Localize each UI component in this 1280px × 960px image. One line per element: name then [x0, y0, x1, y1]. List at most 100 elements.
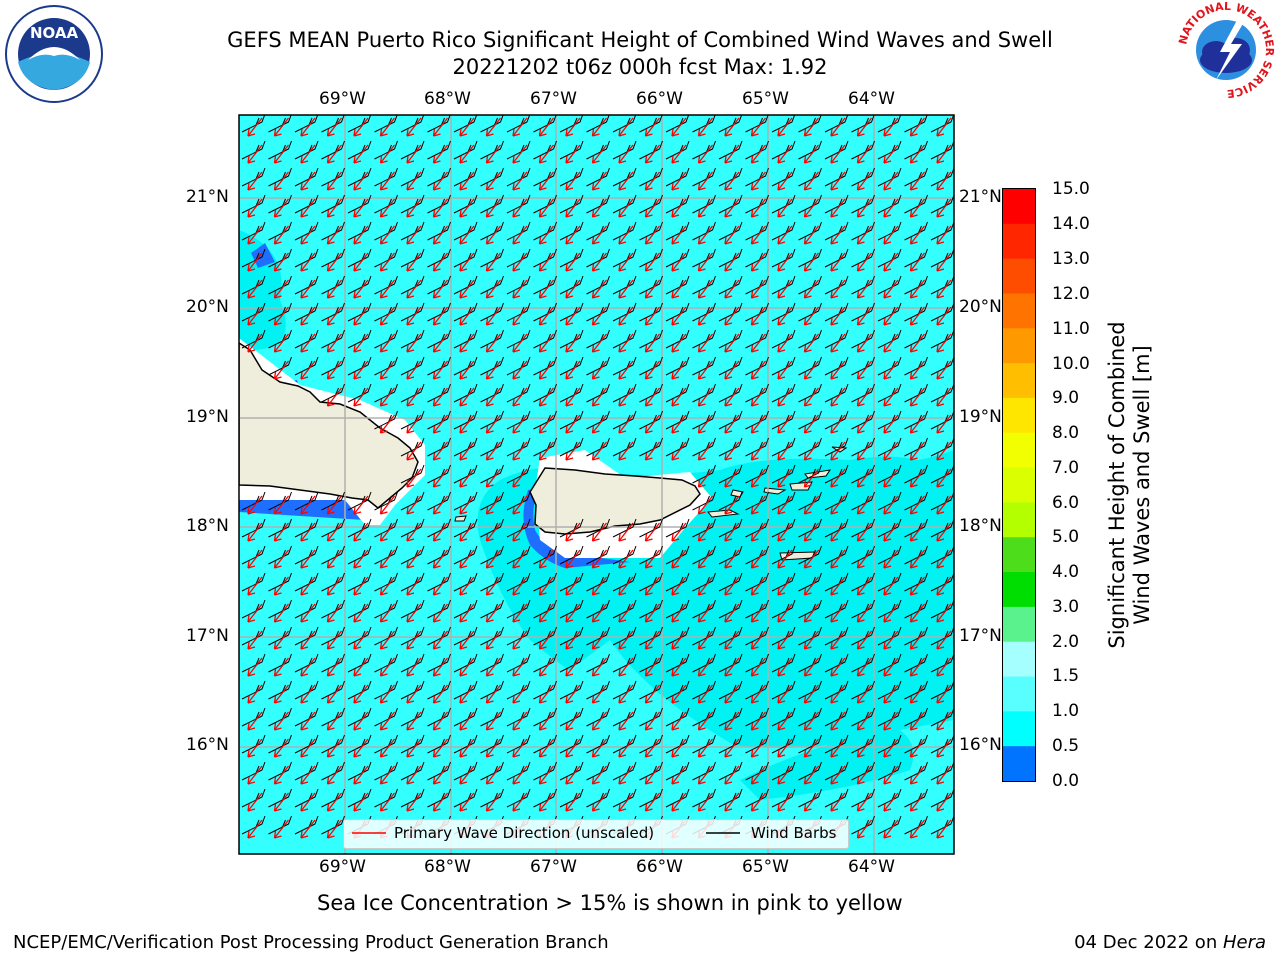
wave-direction-arrow — [618, 576, 634, 596]
wind-barb — [268, 518, 292, 538]
wave-direction-arrow — [459, 576, 475, 596]
wave-direction-arrow — [909, 522, 926, 542]
wind-barb — [506, 140, 531, 160]
wave-direction-arrow — [856, 630, 873, 650]
wave-direction-arrow — [618, 738, 634, 758]
footer-date: 04 Dec 2022 on — [1074, 932, 1223, 953]
wave-direction-arrow — [353, 657, 369, 677]
wind-barb — [347, 167, 372, 187]
wave-direction-arrow — [856, 738, 873, 758]
wind-barb — [692, 275, 716, 295]
wind-barb — [321, 815, 345, 835]
wave-direction-arrow — [247, 522, 263, 542]
wind-barb — [877, 545, 902, 565]
wind-barb — [904, 464, 928, 484]
wind-barb — [930, 437, 954, 457]
wave-direction-arrow — [300, 603, 316, 623]
wave-direction-arrow — [644, 414, 661, 434]
wave-direction-arrow — [724, 225, 740, 245]
wave-direction-arrow — [247, 792, 263, 812]
wind-barb — [824, 329, 849, 349]
wind-barb — [241, 734, 266, 754]
wind-barb — [877, 437, 902, 457]
wind-barb — [241, 653, 266, 673]
wave-direction-arrow — [353, 576, 369, 596]
wave-direction-arrow — [618, 387, 634, 407]
wind-barb — [321, 329, 345, 349]
wave-direction-arrow — [830, 657, 846, 677]
wind-barb — [241, 761, 266, 781]
wind-barb — [321, 248, 345, 268]
wind-barb — [321, 788, 345, 808]
wind-barb — [745, 788, 769, 808]
wind-barb — [241, 572, 266, 592]
wave-direction-arrow — [406, 549, 422, 569]
wave-direction-arrow — [803, 468, 820, 488]
wave-direction-arrow — [803, 360, 820, 380]
wave-direction-arrow — [803, 306, 820, 326]
wind-barb — [745, 653, 769, 673]
wind-barb — [294, 115, 319, 133]
wind-barb — [771, 194, 796, 214]
wave-direction-arrow — [909, 414, 926, 434]
wind-barb — [665, 115, 690, 133]
wave-direction-arrow — [379, 522, 396, 542]
wave-direction-arrow — [856, 414, 873, 434]
wave-direction-arrow — [379, 792, 396, 812]
wind-barb — [374, 572, 398, 592]
wind-barb — [586, 626, 610, 646]
wind-barb — [427, 356, 451, 376]
wind-barb — [374, 248, 398, 268]
wind-barb — [400, 653, 425, 673]
wind-barb — [824, 410, 849, 430]
wave-direction-arrow — [591, 144, 608, 164]
wind-barb — [347, 788, 372, 808]
wind-barb — [930, 653, 954, 673]
wind-barb — [559, 115, 584, 133]
wind-barb — [904, 221, 928, 241]
wave-direction-arrow — [883, 225, 899, 245]
wind-barb — [612, 410, 637, 430]
wind-barb — [718, 437, 743, 457]
wave-direction-arrow — [512, 387, 528, 407]
wave-direction-arrow — [512, 198, 528, 218]
wind-barb — [374, 491, 398, 511]
wind-barb — [718, 115, 743, 133]
wind-barb — [480, 599, 504, 619]
wind-barb — [427, 437, 451, 457]
wave-direction-arrow — [936, 387, 952, 407]
wave-direction-arrow — [485, 711, 502, 731]
island-mona — [454, 515, 467, 522]
wave-direction-arrow — [750, 792, 767, 812]
wave-direction-arrow — [247, 765, 263, 785]
wind-barb — [586, 329, 610, 349]
wave-direction-arrow — [936, 657, 952, 677]
wave-direction-arrow — [591, 225, 608, 245]
wave-direction-arrow — [565, 198, 581, 218]
wind-barb — [559, 518, 584, 538]
wind-barb — [400, 518, 425, 538]
wind-barb — [480, 356, 504, 376]
wave-direction-arrow — [777, 792, 793, 812]
wave-direction-arrow — [432, 414, 449, 434]
wave-direction-arrow — [618, 603, 634, 623]
wind-barb — [453, 140, 478, 160]
wave-direction-arrow — [432, 279, 449, 299]
wave-direction-arrow — [273, 765, 290, 785]
lon-label-bottom: 65°W — [742, 857, 789, 877]
wave-direction-arrow — [671, 630, 687, 650]
wind-barb — [241, 140, 266, 160]
wave-direction-arrow — [273, 333, 290, 353]
wind-barb — [294, 626, 319, 646]
wind-barb — [453, 761, 478, 781]
wind-barb — [506, 788, 531, 808]
wind-barb — [904, 518, 928, 538]
wind-barb — [321, 275, 345, 295]
wind-barb — [506, 464, 531, 484]
wind-barb — [665, 599, 690, 619]
wave-direction-arrow — [777, 144, 793, 164]
wind-barb — [930, 248, 954, 268]
wave-direction-arrow — [724, 603, 740, 623]
wind-barb — [824, 599, 849, 619]
wind-barb — [612, 356, 637, 376]
